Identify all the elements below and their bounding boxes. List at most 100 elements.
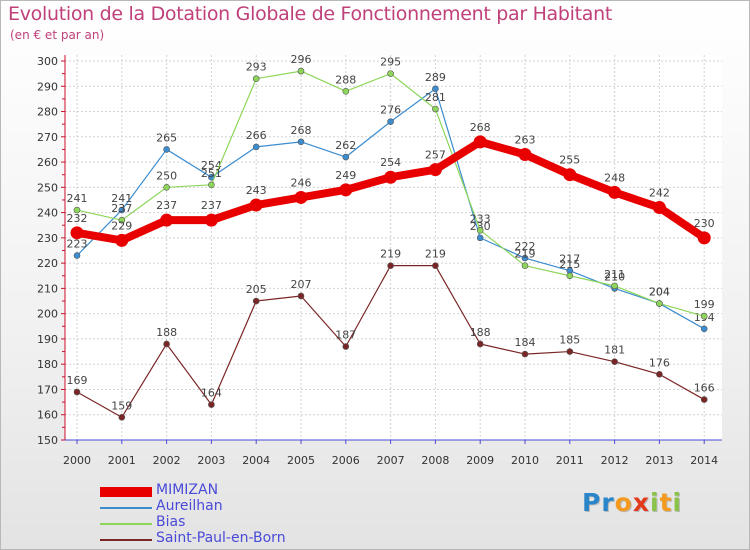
data-point: [521, 350, 529, 358]
data-point: [163, 340, 170, 348]
logo-letter: i: [672, 488, 683, 517]
x-tick-label: 2009: [466, 454, 494, 467]
legend-swatch: [100, 539, 152, 541]
data-point: [432, 262, 439, 269]
y-tick-label: 240: [37, 207, 58, 220]
data-point: [700, 325, 708, 333]
data-point: [387, 262, 394, 269]
data-label: 265: [156, 131, 177, 144]
data-label: 295: [380, 56, 401, 69]
logo-letter: o: [614, 488, 633, 517]
data-label: 169: [67, 374, 88, 387]
data-point: [473, 135, 487, 149]
data-label: 248: [604, 171, 625, 184]
data-label: 205: [246, 283, 267, 296]
logo-letter: r: [601, 488, 615, 517]
data-label: 219: [515, 248, 536, 261]
data-point: [700, 312, 708, 320]
data-point: [252, 143, 260, 151]
data-point: [208, 181, 215, 189]
data-label: 210: [604, 270, 625, 283]
data-point: [342, 88, 350, 95]
data-label: 215: [559, 258, 580, 271]
data-label: 222: [515, 240, 536, 253]
data-label: 204: [649, 286, 670, 299]
data-point: [118, 216, 126, 224]
legend-swatch: [100, 487, 152, 497]
data-point: [249, 198, 263, 212]
data-point: [521, 262, 529, 269]
data-point: [697, 231, 711, 245]
data-label: 199: [694, 298, 715, 311]
data-label: 289: [425, 71, 446, 84]
y-tick-label: 200: [37, 308, 58, 321]
x-tick-label: 2005: [287, 454, 315, 467]
data-point: [611, 358, 618, 365]
data-label: 232: [67, 212, 88, 225]
legend-swatch: [100, 507, 152, 509]
x-tick-label: 2010: [511, 454, 539, 467]
y-tick-label: 270: [37, 131, 58, 144]
data-point: [73, 206, 81, 214]
data-label: 288: [335, 73, 356, 86]
legend-label: Saint-Paul-en-Born: [156, 530, 286, 546]
data-label: 254: [380, 156, 401, 169]
data-point: [73, 388, 81, 396]
data-label: 188: [470, 326, 491, 339]
legend-label: MIMIZAN: [156, 482, 219, 498]
data-label: 281: [425, 91, 446, 104]
data-label: 207: [291, 278, 312, 291]
y-tick-label: 210: [37, 282, 58, 295]
y-tick-label: 280: [37, 106, 58, 119]
y-tick-label: 260: [37, 156, 58, 169]
data-label: 164: [201, 387, 222, 400]
data-label: 184: [515, 336, 536, 349]
x-tick-label: 2006: [332, 454, 360, 467]
chart-subtitle: (en € et par an): [10, 28, 105, 42]
x-tick-label: 2004: [242, 454, 270, 467]
data-label: 230: [694, 217, 715, 230]
data-label: 255: [559, 154, 580, 167]
x-tick-label: 2002: [153, 454, 181, 467]
logo-letter: i: [650, 488, 660, 517]
x-tick-label: 2001: [108, 454, 136, 467]
x-tick-label: 2012: [601, 454, 629, 467]
data-label: 242: [649, 187, 670, 200]
data-point: [652, 201, 666, 215]
y-tick-label: 250: [37, 181, 58, 194]
data-point: [563, 168, 577, 182]
data-point: [384, 170, 398, 184]
data-label: 166: [694, 382, 715, 395]
y-tick-label: 150: [37, 434, 58, 447]
data-point: [432, 85, 439, 93]
data-point: [339, 183, 353, 197]
x-tick-label: 2003: [197, 454, 225, 467]
data-label: 262: [335, 139, 356, 152]
data-label: 181: [604, 344, 625, 357]
data-point: [387, 70, 394, 77]
y-tick-label: 300: [37, 55, 58, 68]
y-tick-label: 230: [37, 232, 58, 245]
y-tick-label: 180: [37, 358, 58, 371]
data-point: [342, 343, 350, 350]
legend-label: Aureilhan: [156, 498, 223, 514]
data-point: [73, 252, 81, 259]
chart-title: Evolution de la Dotation Globale de Fonc…: [8, 3, 613, 25]
data-label: 187: [335, 329, 356, 342]
data-point: [428, 163, 442, 177]
data-label: 229: [111, 219, 132, 232]
data-point: [252, 75, 260, 82]
data-point: [252, 297, 260, 305]
data-point: [476, 226, 484, 234]
data-label: 233: [470, 212, 491, 225]
data-label: 249: [335, 169, 356, 182]
data-point: [160, 213, 174, 227]
y-tick-label: 290: [37, 80, 58, 93]
data-label: 296: [291, 53, 312, 66]
x-tick-label: 2008: [421, 454, 449, 467]
proxiti-logo: Proxiti: [582, 488, 682, 517]
data-point: [294, 190, 308, 204]
data-point: [521, 254, 529, 262]
data-label: 188: [156, 326, 177, 339]
data-point: [432, 105, 439, 113]
